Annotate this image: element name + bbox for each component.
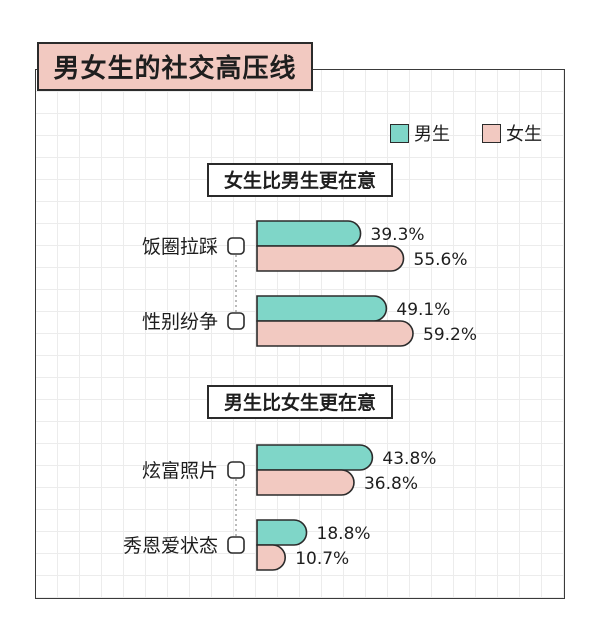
data-label: 49.1% xyxy=(396,300,450,320)
category-label: 性别纷争 xyxy=(142,311,218,333)
bar-male xyxy=(256,220,362,247)
data-label: 39.3% xyxy=(371,225,425,245)
data-label: 18.8% xyxy=(317,524,371,544)
legend-item-female: 女生 xyxy=(482,120,542,146)
category-label: 炫富照片 xyxy=(142,460,218,482)
legend-swatch-female xyxy=(482,123,501,143)
category-label: 秀恩爱状态 xyxy=(123,535,218,557)
legend-item-male: 男生 xyxy=(390,120,450,146)
group-heading: 女生比男生更在意 xyxy=(224,169,376,192)
legend-label-male: 男生 xyxy=(414,124,450,145)
data-label: 43.8% xyxy=(382,449,436,469)
category-label: 饭圈拉踩 xyxy=(142,236,218,258)
bar-male xyxy=(256,519,308,546)
category-marker xyxy=(227,237,245,255)
bar-male xyxy=(256,295,388,322)
title-banner: 男女生的社交高压线 xyxy=(37,42,313,91)
legend-swatch-male xyxy=(390,123,409,143)
data-label: 36.8% xyxy=(364,474,418,494)
bar-female xyxy=(256,544,286,571)
bar-female xyxy=(256,469,355,496)
data-label: 59.2% xyxy=(423,325,477,345)
category-marker xyxy=(227,312,245,330)
group-heading: 男生比女生更在意 xyxy=(224,391,376,414)
bar-male xyxy=(256,444,374,471)
chart-title: 男女生的社交高压线 xyxy=(53,54,297,84)
group-heading-box xyxy=(207,385,393,419)
category-marker xyxy=(227,461,245,479)
legend-label-female: 女生 xyxy=(506,124,542,145)
bar-female xyxy=(256,245,405,272)
bar-female xyxy=(256,320,414,347)
group-heading-box xyxy=(207,163,393,197)
data-label: 10.7% xyxy=(295,549,349,569)
category-marker xyxy=(227,536,245,554)
data-label: 55.6% xyxy=(414,250,468,270)
